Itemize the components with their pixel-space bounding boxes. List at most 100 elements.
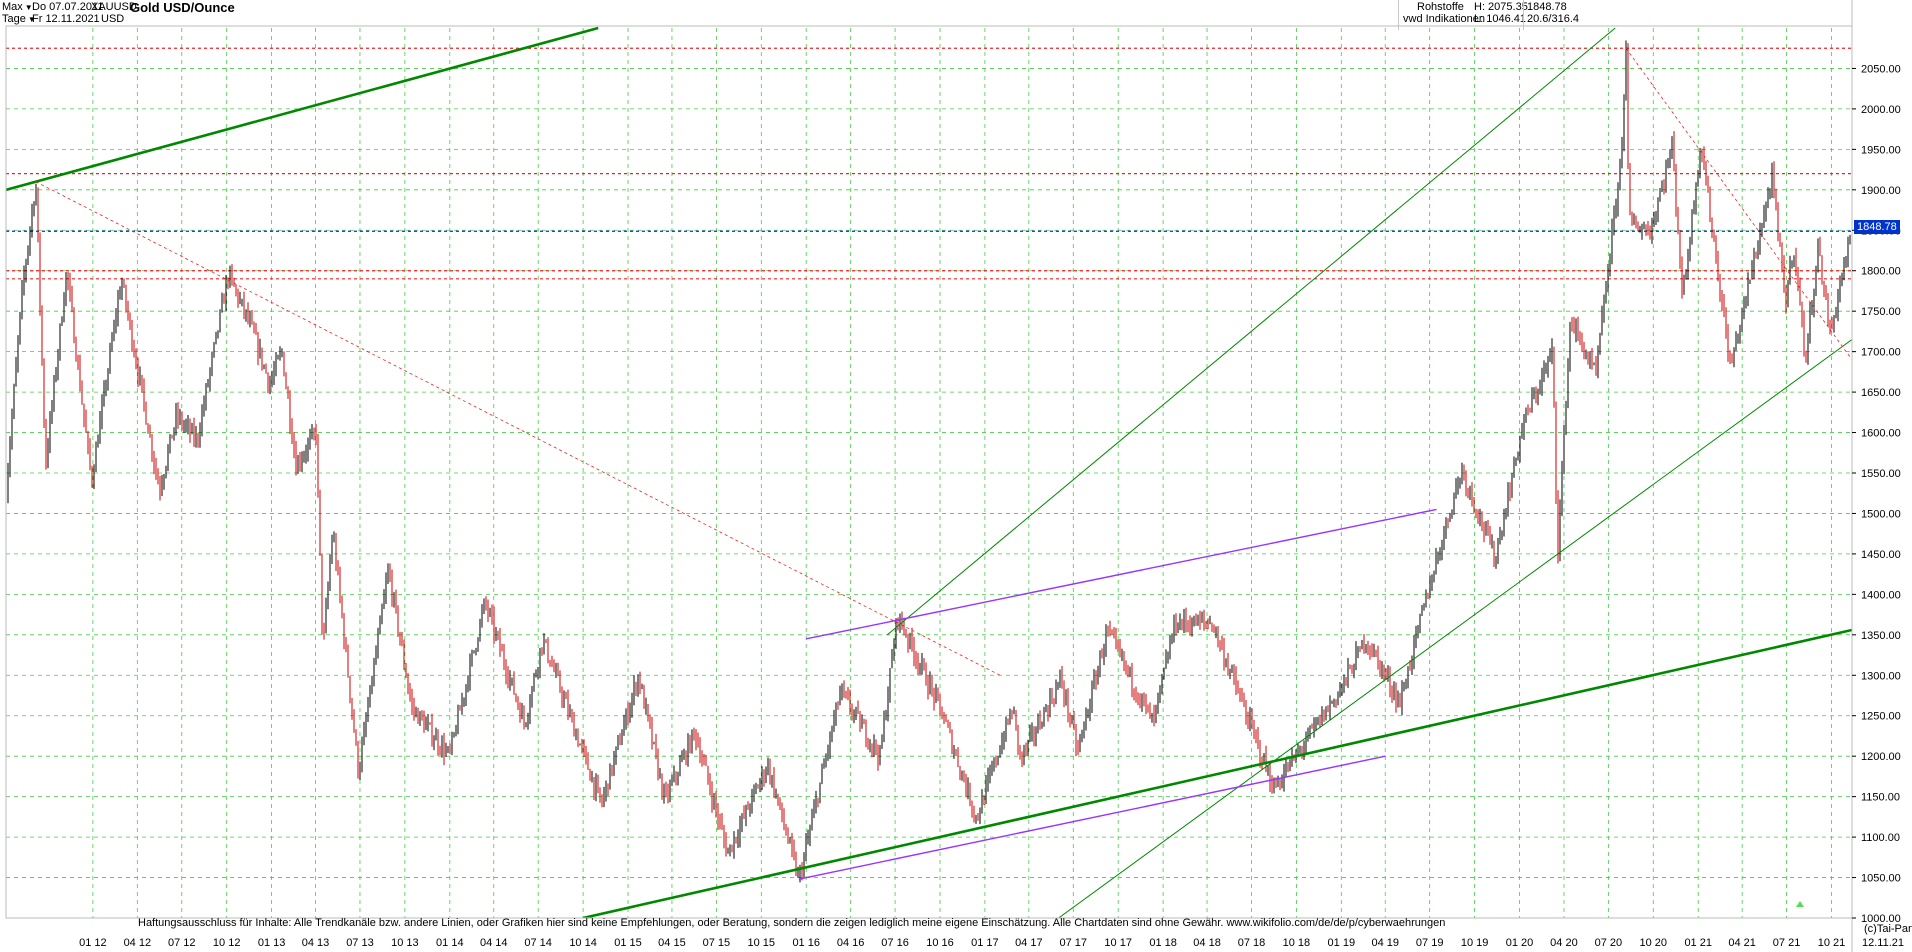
- y-tick-label: 1900.00: [1861, 185, 1901, 197]
- y-tick-label: 1300.00: [1861, 670, 1901, 682]
- x-tick-label: 01 18: [1149, 937, 1177, 949]
- y-tick-label: 1350.00: [1861, 630, 1901, 642]
- x-tick-label: 01 17: [971, 937, 999, 949]
- x-tick-label: 04 21: [1728, 937, 1756, 949]
- x-tick-label: 04 13: [302, 937, 330, 949]
- trend-line: [582, 628, 1852, 918]
- x-tick-label: 07 13: [346, 937, 374, 949]
- currency-label: USD: [101, 13, 125, 25]
- chevron-down-icon: ▼: [24, 3, 33, 12]
- period-dropdown[interactable]: Tage ▼: [2, 13, 36, 26]
- disclaimer-text: Haftungsausschluss für Inhalte: Alle Tre…: [138, 917, 1446, 929]
- x-tick-label: 01 16: [792, 937, 820, 949]
- x-tick-label: 10 13: [391, 937, 419, 949]
- x-tick-label: 04 16: [837, 937, 865, 949]
- y-tick-label: 1650.00: [1861, 387, 1901, 399]
- x-tick-label: 04 12: [124, 937, 152, 949]
- x-tick-label: 07 18: [1238, 937, 1266, 949]
- x-tick-label: 07 14: [524, 937, 552, 949]
- trend-line: [886, 27, 1616, 636]
- y-tick-label: 1400.00: [1861, 589, 1901, 601]
- y-tick-label: 1200.00: [1861, 751, 1901, 763]
- x-tick-label: 10 16: [926, 937, 954, 949]
- change-value: 20.6/316.4: [1527, 13, 1579, 25]
- x-tick-label: 10 21: [1818, 937, 1846, 949]
- x-tick-label: 01 14: [436, 937, 464, 949]
- y-tick-label: 1050.00: [1861, 873, 1901, 885]
- x-tick-label: 01 12: [79, 937, 107, 949]
- x-tick-label: 07 15: [703, 937, 731, 949]
- candle-layer: [5, 40, 1853, 883]
- x-tick-label: 01 19: [1328, 937, 1356, 949]
- trend-line: [1625, 47, 1852, 360]
- x-tick-label: 07 19: [1416, 937, 1444, 949]
- x-tick-label: 01 21: [1684, 937, 1712, 949]
- source-label: vwd Indikationen: [1403, 13, 1485, 25]
- y-tick-label: 1500.00: [1861, 508, 1901, 520]
- y-tick-label: 1450.00: [1861, 549, 1901, 561]
- x-tick-label: 10 17: [1104, 937, 1132, 949]
- x-tick-label: 07 20: [1595, 937, 1623, 949]
- x-tick-label: 04 18: [1193, 937, 1221, 949]
- y-tick-label: 1800.00: [1861, 266, 1901, 278]
- x-tick-label: 01 13: [258, 937, 286, 949]
- x-tick-label: 07 21: [1773, 937, 1801, 949]
- range-dropdown[interactable]: Max ▼: [2, 1, 33, 14]
- x-tick-label: 10 14: [569, 937, 597, 949]
- high-label: H: 2075.35: [1474, 1, 1528, 13]
- symbol-label: XAUUSD: [91, 1, 137, 13]
- y-tick-label: 1750.00: [1861, 306, 1901, 318]
- y-tick-label: 1550.00: [1861, 468, 1901, 480]
- date-to: Fr 12.11.2021: [32, 13, 100, 25]
- trend-line: [6, 26, 599, 192]
- trend-line: [35, 181, 1001, 676]
- range-dropdown-label: Max: [2, 1, 23, 13]
- current-price-tag: 1848.78: [1854, 220, 1900, 234]
- x-tick-label: 04 20: [1550, 937, 1578, 949]
- y-tick-label: 1000.00: [1861, 913, 1901, 925]
- y-tick-label: 2050.00: [1861, 63, 1901, 75]
- trend-line: [1058, 339, 1852, 918]
- period-dropdown-label: Tage: [2, 13, 26, 25]
- x-tick-label: 07 16: [881, 937, 909, 949]
- x-tick-label: 10 20: [1640, 937, 1668, 949]
- date-from: Do 07.07.2011: [32, 1, 104, 13]
- x-tick-label: 07 17: [1060, 937, 1088, 949]
- y-tick-label: 1700.00: [1861, 347, 1901, 359]
- page-title: Gold USD/Ounce: [130, 0, 235, 15]
- info-separator: [1523, 0, 1524, 30]
- x-tick-label: 04 17: [1015, 937, 1043, 949]
- y-tick-label: 1250.00: [1861, 711, 1901, 723]
- axis-layer: 1000.00 1050.00 1100.00 1150.00 1200.00 1250.…: [5, 0, 1901, 952]
- x-tick-label: 10 15: [748, 937, 776, 949]
- info-separator: [1398, 0, 1399, 30]
- x-tick-label: 10 19: [1461, 937, 1489, 949]
- scroll-right-icon[interactable]: [1793, 897, 1807, 911]
- trend-line: [806, 508, 1437, 640]
- y-tick-label: 1600.00: [1861, 428, 1901, 440]
- x-tick-label: 07 12: [168, 937, 196, 949]
- y-tick-label: 2000.00: [1861, 104, 1901, 116]
- plot-frame: [5, 25, 1853, 919]
- x-tick-label: 01 15: [614, 937, 642, 949]
- low-label: L: 1046.41: [1474, 13, 1526, 25]
- trend-layer: [6, 26, 1852, 918]
- chevron-down-icon: ▼: [27, 15, 36, 24]
- y-tick-label: 1100.00: [1861, 832, 1900, 844]
- grid-layer: [6, 28, 1852, 919]
- last-value: 1848.78: [1527, 1, 1567, 13]
- y-tick-label: 1150.00: [1861, 792, 1900, 804]
- x-tick-label: 01 20: [1506, 937, 1534, 949]
- copyright-label: (c)Tai-Pan: [1864, 923, 1912, 935]
- x-tick-label: 04 19: [1371, 937, 1399, 949]
- levels-layer: [6, 47, 1852, 280]
- x-tick-label: 10 18: [1283, 937, 1311, 949]
- x-tick-label: 04 15: [658, 937, 686, 949]
- category-label: Rohstoffe: [1417, 1, 1464, 13]
- x-tick-label: 10 12: [213, 937, 241, 949]
- trend-line: [798, 755, 1386, 880]
- y-tick-label: 1950.00: [1861, 144, 1901, 156]
- x-tick-label: 04 14: [480, 937, 508, 949]
- last-date-label: 12.11.21: [1862, 937, 1905, 949]
